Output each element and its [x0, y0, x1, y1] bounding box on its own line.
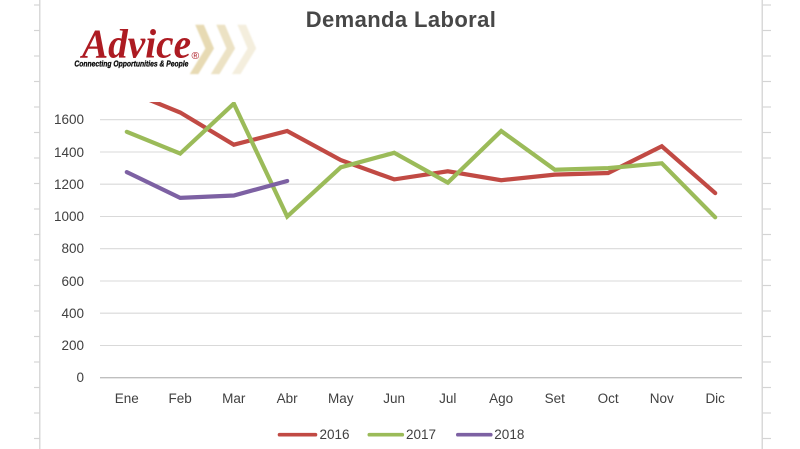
svg-text:Advice: Advice — [79, 21, 191, 67]
svg-text:®: ® — [192, 50, 200, 62]
svg-text:Connecting Opportunities & Peo: Connecting Opportunities & People — [74, 59, 188, 68]
